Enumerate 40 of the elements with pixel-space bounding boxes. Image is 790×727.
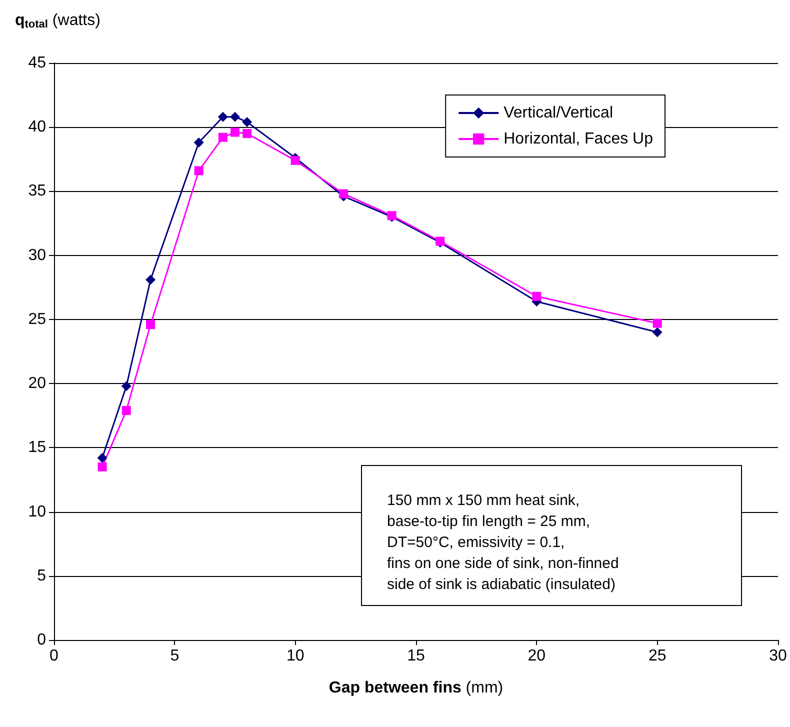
point [290,156,300,165]
x-tick-label: 20 [528,648,546,664]
x-axis-title: Gap between fins (mm) [328,680,504,696]
point [98,462,107,472]
x-tick-label: 10 [286,648,304,664]
x-tick-label: 25 [648,648,666,664]
point [532,292,542,301]
y-tick-label: 20 [28,375,46,392]
note-box: 150 mm x 150 mm heat sink, base-to-tip fin length = 25 mm, DT=50°C, emissivity = 0.1, fins on one side of sink, non-finned side of sink is adiabatic (insulated) [361,465,742,606]
y-tick-label: 35 [28,182,46,200]
point [339,189,348,198]
x-tick-label: 15 [407,648,425,664]
point [242,116,252,127]
point [194,166,204,176]
point [146,320,156,330]
point [97,452,108,463]
point [218,112,228,122]
point [652,327,662,338]
x-tick-label: 30 [769,648,787,664]
y-tick-label: 25 [28,310,46,328]
point [230,128,240,137]
x-tick-label: 0 [50,648,59,664]
point [652,318,662,328]
y-tick-label: 15 [28,439,46,456]
x-tick-label: 5 [170,648,180,664]
y-tick-label: 5 [37,567,46,584]
point [242,129,252,138]
point [146,274,156,285]
point [122,406,131,415]
point [230,112,240,122]
point [218,132,228,142]
y-tick-label: 10 [28,503,46,520]
point [194,138,204,148]
legend-label: Horizontal, Faces Up [504,130,654,148]
legend-label: Vertical/Vertical [504,104,613,122]
point [121,381,132,392]
y-tick-label: 45 [28,54,46,72]
y-tick-label: 0 [37,632,46,648]
y-tick-label: 30 [28,246,46,264]
y-tick-label: 40 [28,118,46,136]
